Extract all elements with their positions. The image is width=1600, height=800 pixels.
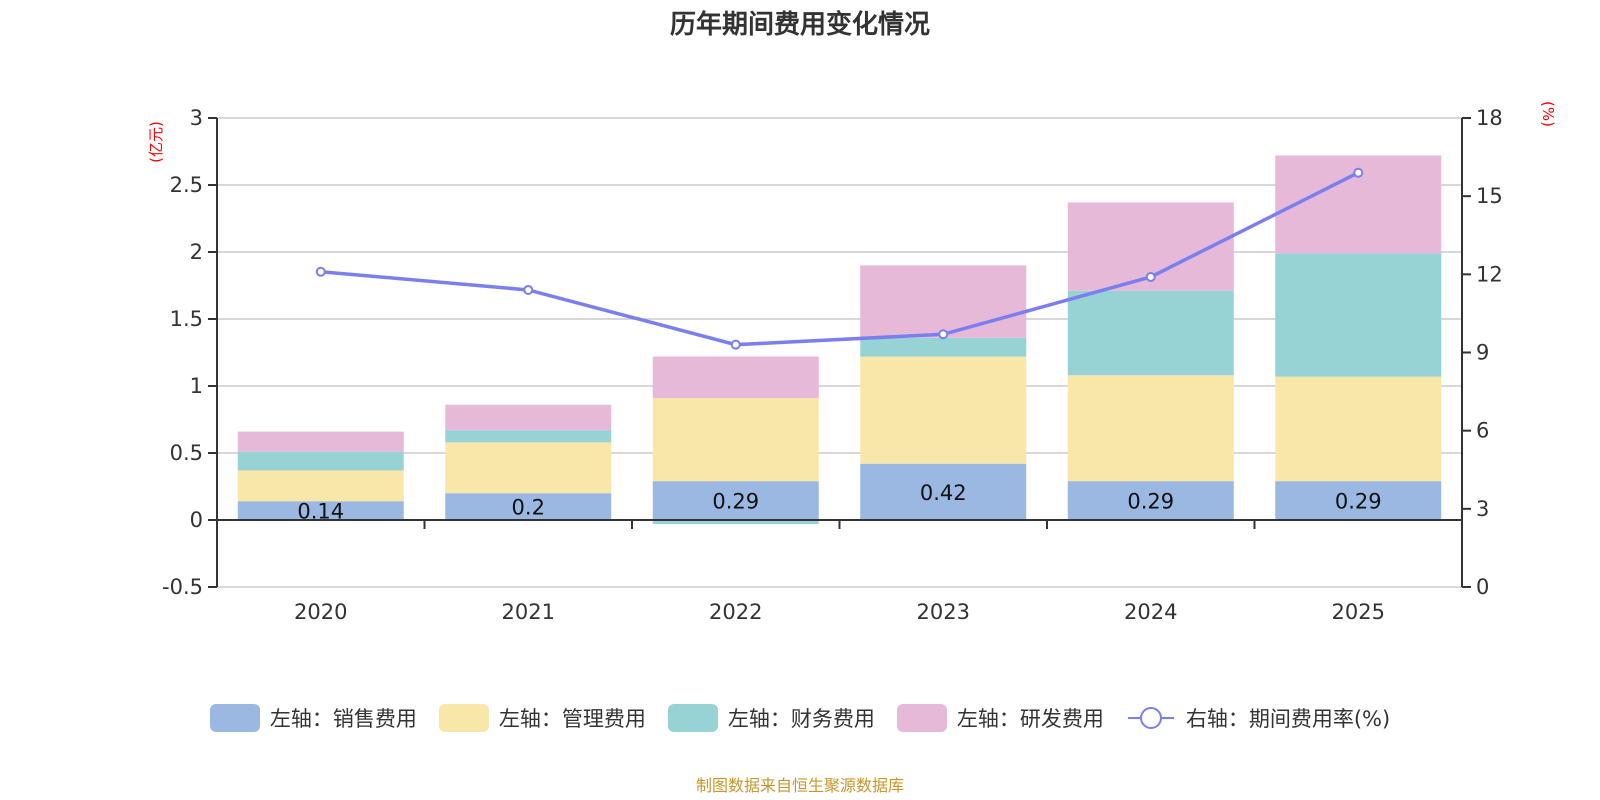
bar-segment-2020-s0 — [237, 501, 404, 520]
bar-segment-2020-s1 — [237, 470, 404, 502]
left-axis-tick-label: 1.5 — [170, 307, 203, 331]
x-axis-tick-label-2020: 2020 — [294, 600, 347, 624]
x-axis-tick-label-2025: 2025 — [1332, 600, 1385, 624]
left-axis-tick-label: 0 — [190, 508, 203, 532]
legend-label-admin: 左轴：管理费用 — [498, 707, 646, 731]
x-axis-tick-label-2022: 2022 — [709, 600, 762, 624]
bar-segment-2025-s2 — [1275, 253, 1442, 377]
bar-segment-2023-s2 — [860, 337, 1027, 357]
bar-segment-2024-s0 — [1067, 481, 1234, 520]
legend-item-sales[interactable]: 左轴：销售费用 — [209, 703, 417, 733]
legend-swatch-sales — [209, 704, 260, 732]
legend: 左轴：销售费用 左轴：管理费用 左轴：财务费用 左轴：研发费用 右轴：期间费用率… — [0, 703, 1600, 733]
bar-segment-2024-s1 — [1067, 375, 1234, 482]
left-axis-tick-label: 2.5 — [170, 173, 203, 197]
legend-swatch-rd — [896, 704, 947, 732]
left-axis-tick-label: 3 — [190, 106, 203, 130]
bar-label-2022: 0.29 — [712, 490, 759, 514]
bar-segment-2024-s2 — [1067, 290, 1234, 376]
right-axis-tick-label: 3 — [1476, 497, 1489, 521]
legend-item-rate[interactable]: 右轴：期间费用率(%) — [1126, 703, 1390, 733]
legend-label-finance: 左轴：财务费用 — [727, 707, 875, 731]
right-axis-tick-label: 0 — [1476, 575, 1489, 599]
rate-point-2023 — [938, 329, 949, 340]
rate-line — [315, 167, 1364, 350]
chart-title: 历年期间费用变化情况 — [669, 10, 930, 40]
bar-segment-2022-s1 — [652, 398, 819, 482]
right-axis-tick-label: 9 — [1476, 341, 1489, 365]
right-axis-tick-label: 6 — [1476, 419, 1489, 443]
bar-segment-2021-s1 — [445, 442, 612, 494]
x-axis-tick-label-2024: 2024 — [1124, 600, 1177, 624]
bar-segment-2023-s1 — [860, 356, 1027, 464]
grid-lines — [217, 117, 1462, 588]
bar-segment-2025-s1 — [1275, 376, 1442, 482]
left-axis-tick-label: 0.5 — [170, 441, 203, 465]
bar-segment-2020-s3 — [237, 431, 404, 452]
bar-segment-2021-s0 — [445, 493, 612, 520]
bar-segment-2023-s3 — [860, 265, 1027, 338]
bar-labels: 0.14 0.2 0.29 0.42 0.29 0.29 — [297, 481, 1381, 524]
bar-label-2020: 0.14 — [297, 500, 344, 524]
legend-item-admin[interactable]: 左轴：管理费用 — [438, 703, 646, 733]
legend-item-rd[interactable]: 左轴：研发费用 — [896, 703, 1104, 733]
legend-label-rd: 左轴：研发费用 — [956, 707, 1104, 731]
bar-segment-2022-s2 — [652, 520, 819, 525]
bar-segment-2022-s0 — [652, 481, 819, 520]
legend-line-marker-icon — [1127, 707, 1174, 729]
rate-point-2025 — [1353, 167, 1364, 178]
bar-segment-2021-s2 — [445, 430, 612, 443]
left-axis-tick-label: 1 — [190, 374, 203, 398]
rate-point-2022 — [730, 339, 741, 350]
left-axis-tick-label: 2 — [190, 240, 203, 264]
right-axis-tick-label: 18 — [1476, 106, 1503, 130]
x-axis-tick-label-2023: 2023 — [917, 600, 970, 624]
bars — [237, 155, 1442, 525]
rate-point-2021 — [523, 284, 534, 295]
legend-item-finance[interactable]: 左轴：财务费用 — [667, 703, 875, 733]
legend-swatch-admin — [438, 704, 489, 732]
right-axis-tick-label: 15 — [1476, 184, 1503, 208]
right-axis-tick-label: 12 — [1476, 262, 1503, 286]
legend-swatch-finance — [667, 704, 718, 732]
bar-segment-2025-s0 — [1275, 481, 1442, 520]
rate-line-path — [320, 171, 1360, 347]
bar-label-2023: 0.42 — [920, 481, 967, 505]
bar-label-2024: 0.29 — [1127, 490, 1174, 514]
legend-label-rate: 右轴：期间费用率(%) — [1185, 707, 1391, 731]
chart-plot: -0.5 0 0.5 1 1.5 2 2.5 3 0 3 6 9 12 15 18 2020 2021 2022 2… — [147, 101, 1557, 624]
left-axis-unit: (亿元) — [147, 121, 165, 163]
bar-segment-2021-s3 — [445, 404, 612, 431]
axes: -0.5 0 0.5 1 1.5 2 2.5 3 0 3 6 9 12 15 18 2020 2021 2022 2… — [162, 106, 1503, 624]
bar-label-2021: 0.2 — [512, 496, 545, 520]
bar-label-2025: 0.29 — [1335, 490, 1382, 514]
bar-segment-2020-s2 — [237, 451, 404, 471]
legend-label-sales: 左轴：销售费用 — [269, 707, 417, 731]
rate-point-2020 — [315, 266, 326, 277]
x-axis-tick-label-2021: 2021 — [502, 600, 555, 624]
right-axis-unit: (%) — [1539, 101, 1557, 127]
left-axis-tick-label: -0.5 — [162, 575, 203, 599]
data-source-note: 制图数据来自恒生聚源数据库 — [695, 776, 904, 795]
rate-point-2024 — [1145, 271, 1156, 282]
bar-segment-2022-s3 — [652, 356, 819, 399]
bar-segment-2023-s0 — [860, 463, 1027, 520]
